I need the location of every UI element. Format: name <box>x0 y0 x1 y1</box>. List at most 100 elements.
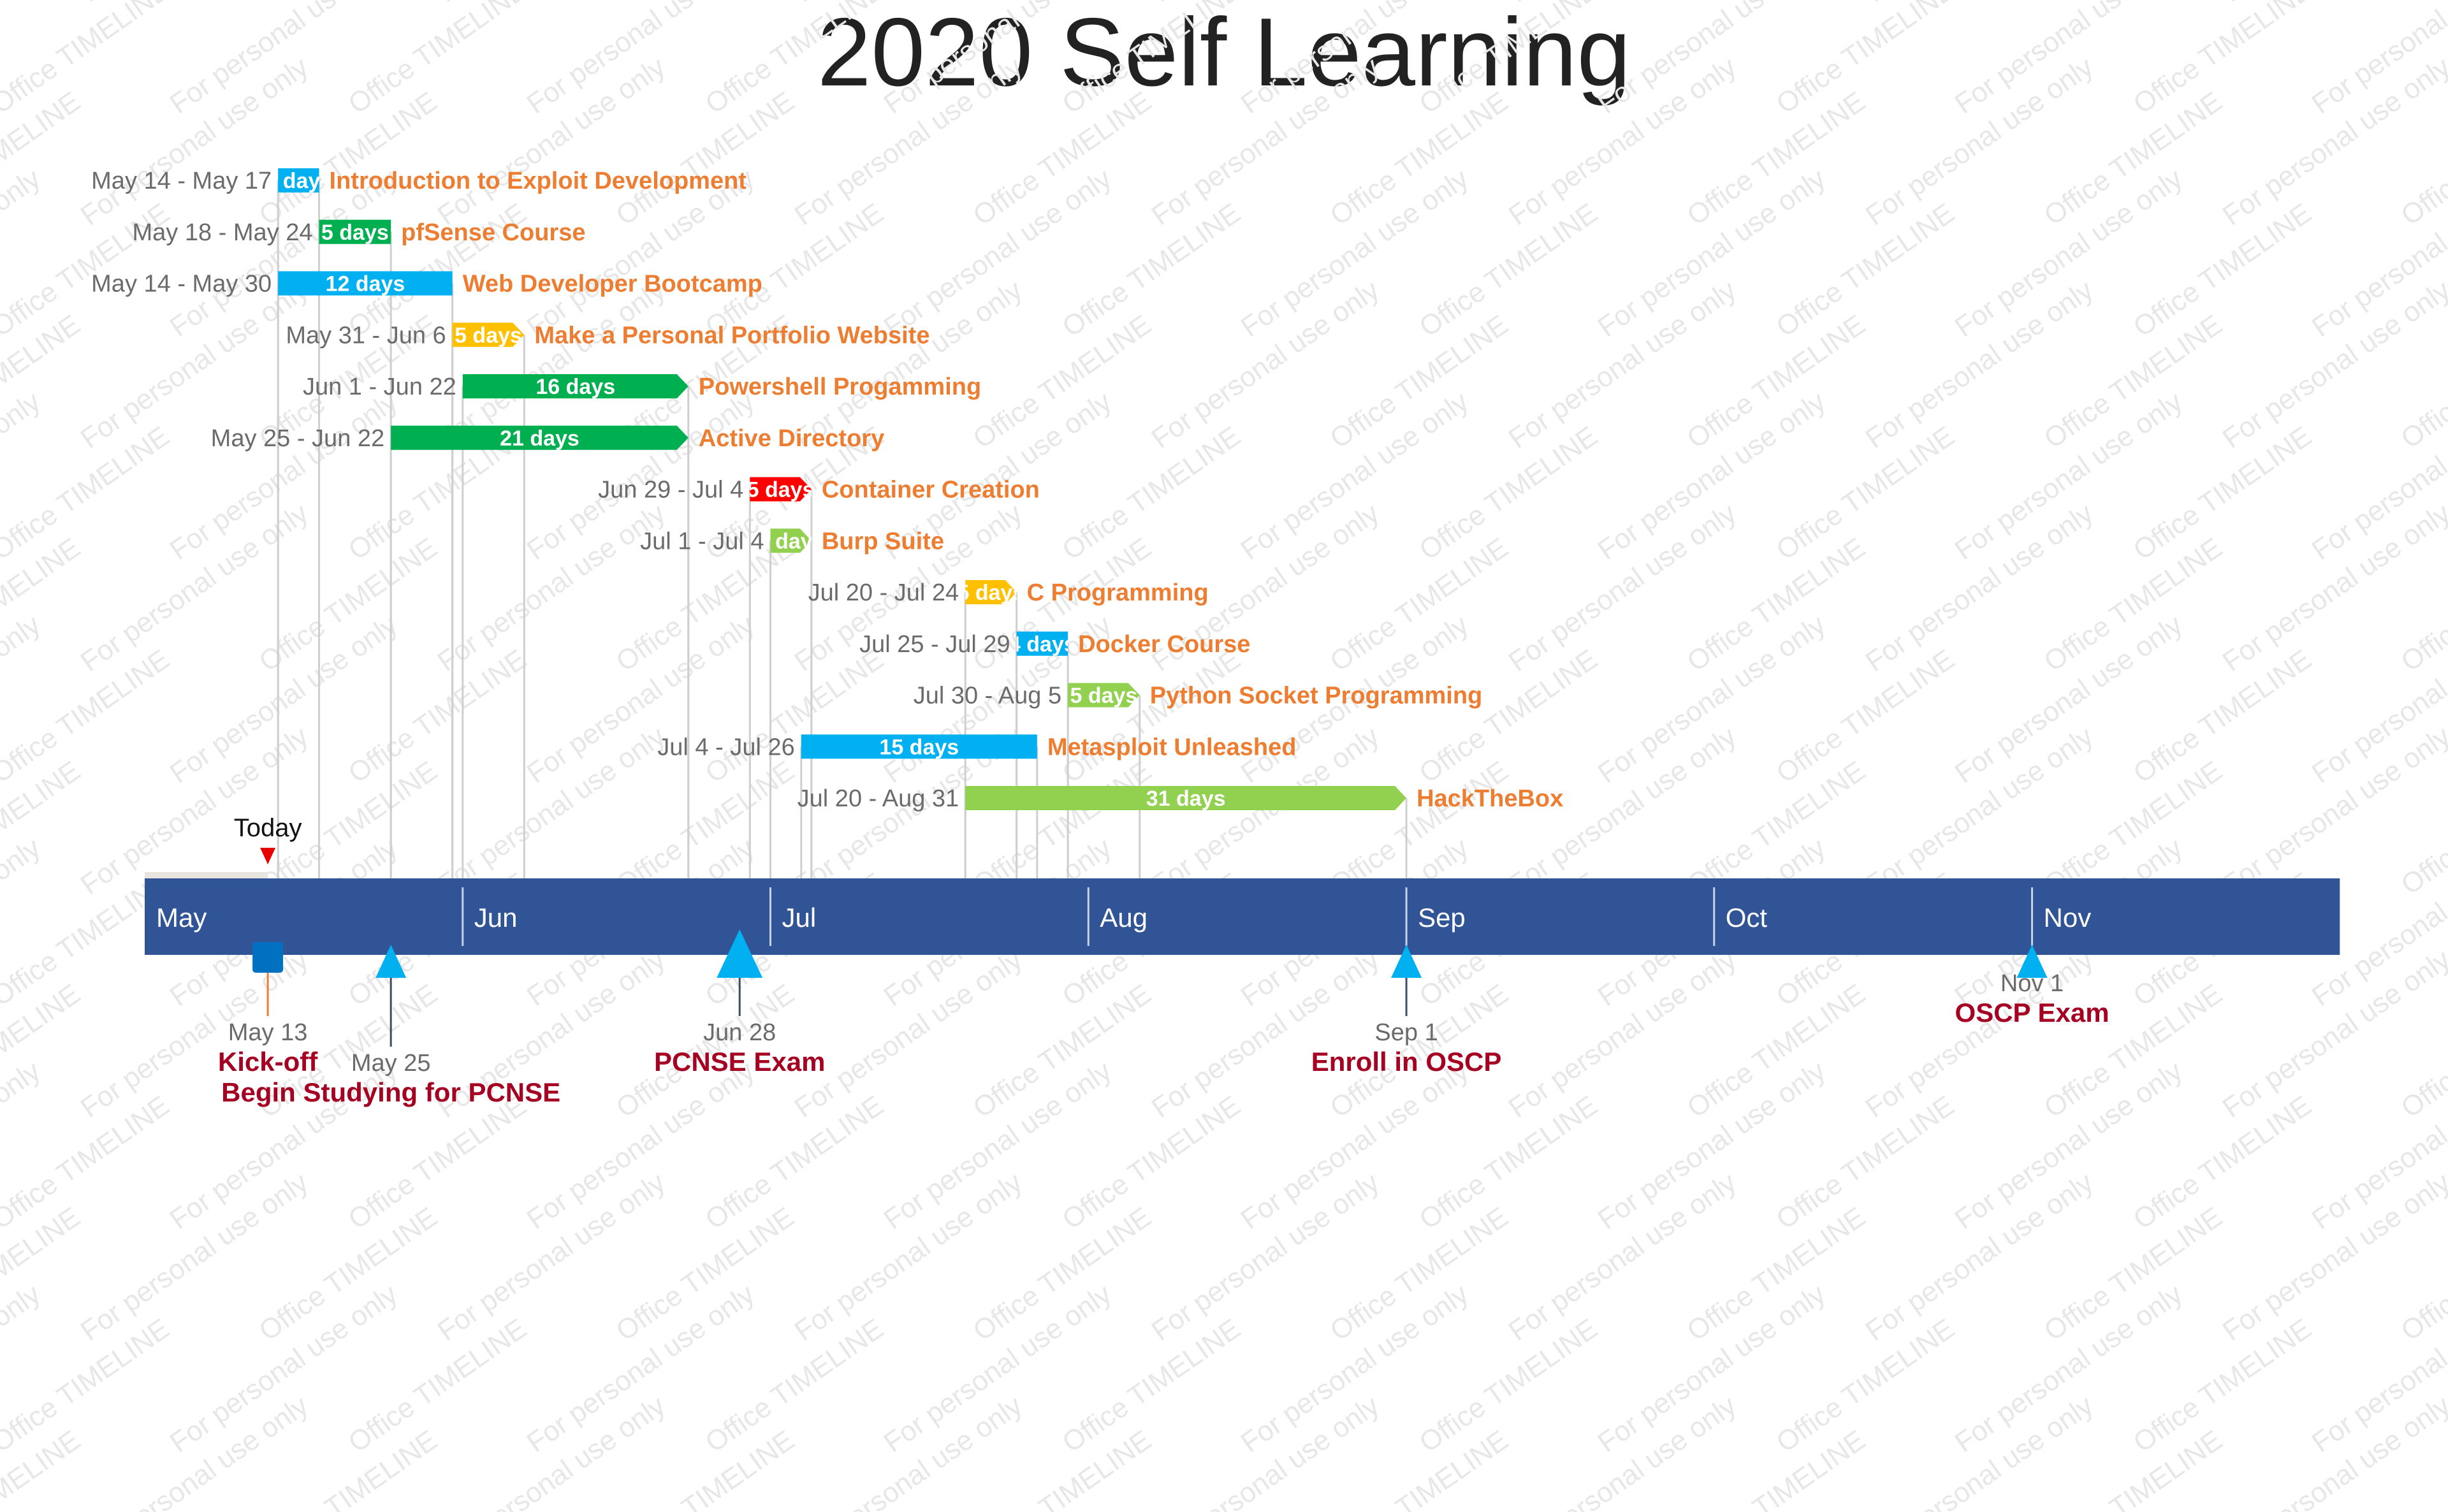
milestone-title: OSCP Exam <box>1955 998 2109 1028</box>
task-bar <box>801 734 1037 759</box>
task-bar <box>391 425 688 450</box>
task-date-label: Jun 1 - Jun 22 <box>303 374 456 400</box>
watermark-text: Office TIMELINE <box>1057 1313 1246 1459</box>
watermark-text: Office TIMELINE <box>700 644 889 790</box>
milestone-triangle-icon <box>717 929 763 978</box>
milestone-triangle-icon <box>1391 945 1422 978</box>
month-scale: May Jun Jul Aug Sep Oct Nov <box>156 887 2091 946</box>
task-title: Introduction to Exploit Development <box>330 168 747 194</box>
watermark-text: Office TIMELINE <box>1771 421 1960 567</box>
task-duration-label: 21 days <box>500 426 579 451</box>
task-date-label: Jul 20 - Jul 24 <box>808 579 959 606</box>
task-bar <box>965 580 1017 604</box>
task-title: C Programming <box>1027 579 1209 606</box>
task-duration-label: 4 days <box>1009 632 1076 657</box>
task-title: Web Developer Bootcamp <box>463 271 762 298</box>
task-title: Metasploit Unleashed <box>1047 734 1297 760</box>
watermark-text: Office TIMELINE <box>343 644 532 790</box>
task-title: Docker Course <box>1078 631 1250 658</box>
watermark-text: Office TIMELINE <box>1414 1090 1603 1236</box>
watermark-text: Office TIMELINE <box>0 0 86 8</box>
watermark-text: Office TIMELINE <box>700 1090 889 1236</box>
milestone-title: Begin Studying for PCNSE <box>221 1077 560 1107</box>
watermark-text: Office TIMELINE <box>1771 644 1960 790</box>
milestone-triangle-icon <box>2016 945 2048 978</box>
task-bar <box>319 219 391 244</box>
task-title: Burp Suite <box>822 528 944 555</box>
task-duration-label: 5 days <box>747 478 815 502</box>
milestone-title: PCNSE Exam <box>654 1047 825 1077</box>
month-label: Sep <box>1418 903 1466 933</box>
watermark-text: Office TIMELINE <box>1414 198 1603 344</box>
task-bar <box>965 786 1407 810</box>
today-arrow-icon <box>260 848 276 864</box>
watermark-text: Office TIMELINE <box>2128 421 2317 567</box>
month-label: Oct <box>1726 903 1768 933</box>
watermark-text: Office TIMELINE <box>1057 644 1246 790</box>
watermark-text: Office TIMELINE <box>1057 198 1246 344</box>
milestone-date-label: May 13 <box>228 1019 308 1046</box>
elapsed-band <box>145 872 268 880</box>
task-title: pfSense Course <box>401 219 585 246</box>
task-bar <box>452 323 525 347</box>
task-title: Container Creation <box>822 477 1040 504</box>
task-date-label: Jul 1 - Jul 4 <box>640 528 764 555</box>
task-duration-label: 12 days <box>326 272 405 296</box>
milestone-date-label: May 25 <box>351 1050 431 1077</box>
task-title: Powershell Progamming <box>699 374 981 400</box>
task-date-label: Jul 25 - Jul 29 <box>859 631 1010 658</box>
watermark-text: For personal use only <box>1503 1390 1742 1512</box>
task-date-label: May 25 - Jun 22 <box>211 425 384 452</box>
task-date-label: May 14 - May 30 <box>91 271 272 298</box>
watermark-text: Office TIMELINE <box>1771 1313 1960 1459</box>
task-duration-label: 15 days <box>879 735 959 759</box>
watermark-text: Office TIMELINE <box>1057 421 1246 567</box>
today-marker: Today <box>234 814 302 864</box>
milestone-square-icon <box>252 942 284 973</box>
milestone-date-label: Sep 1 <box>1374 1019 1438 1046</box>
task-date-label: May 31 - Jun 6 <box>286 322 446 349</box>
watermark-text: Office TIMELINE <box>343 1313 532 1459</box>
task-connectors <box>277 180 1408 878</box>
today-label: Today <box>234 814 302 842</box>
task-date-label: Jun 29 - Jul 4 <box>598 477 743 504</box>
watermark-text: Office TIMELINE <box>1771 1090 1960 1236</box>
task-duration-label: 5 days <box>1070 684 1137 708</box>
task-bar <box>750 477 812 502</box>
watermark-text: Office TIMELINE <box>1414 1313 1603 1459</box>
task-duration-label: 16 days <box>536 375 615 399</box>
milestone-triangle-icon <box>375 945 407 978</box>
task-date-label: Jul 20 - Aug 31 <box>798 785 959 812</box>
watermark-text: Office TIMELINE <box>2128 0 2317 120</box>
watermark-text: Office TIMELINE <box>1771 198 1960 344</box>
month-label: Jun <box>474 903 518 933</box>
task-bar <box>278 271 453 296</box>
task-title: Active Directory <box>699 425 884 452</box>
watermark-text: Office TIMELINE <box>1057 1090 1246 1236</box>
watermark-text: For personal use only <box>1860 1390 2099 1512</box>
task-date-label: Jul 4 - Jul 26 <box>657 734 794 760</box>
watermark-text: For personal use only <box>432 1390 671 1512</box>
milestone-date-label: Jun 28 <box>703 1019 776 1046</box>
task-duration-label: 31 days <box>1146 787 1226 811</box>
watermark-text: Office TIMELINE <box>343 0 532 120</box>
watermark-text: Office TIMELINE <box>1057 0 1246 120</box>
milestone-title: Kick-off <box>218 1047 318 1077</box>
task-bar <box>1068 683 1140 708</box>
watermark-text: Office TIMELINE <box>1414 644 1603 790</box>
task-bar <box>462 374 688 398</box>
task-duration-label: 4 days <box>265 169 332 193</box>
milestone-title: Enroll in OSCP <box>1311 1047 1502 1077</box>
task-title: HackTheBox <box>1417 785 1563 812</box>
month-label: May <box>156 903 207 933</box>
watermark-text: Office TIMELINE <box>0 0 175 120</box>
watermark-text: Office TIMELINE <box>2128 1313 2317 1459</box>
task-bar <box>278 168 319 193</box>
watermark-text: Office TIMELINE <box>1414 0 1603 120</box>
milestone-date-label: Nov 1 <box>2000 970 2064 997</box>
month-label: Nov <box>2044 903 2092 933</box>
task-bar <box>1016 631 1068 656</box>
